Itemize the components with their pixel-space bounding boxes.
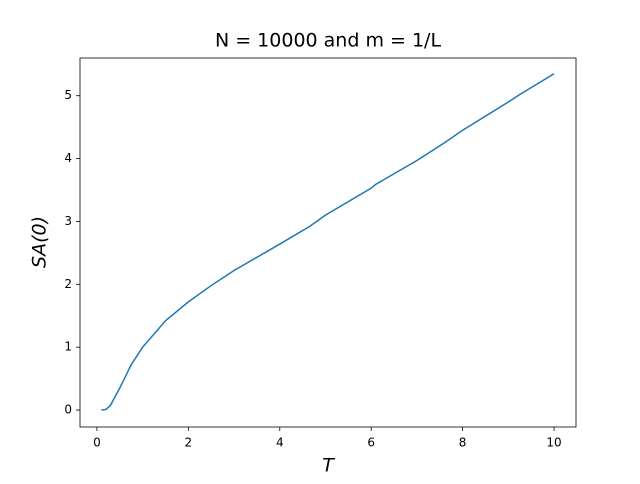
y-tick-label: 0 bbox=[64, 403, 72, 417]
x-tick-label: 2 bbox=[185, 436, 193, 450]
x-axis-label: T bbox=[322, 455, 335, 477]
y-tick-label: 1 bbox=[64, 340, 72, 354]
x-tick-label: 4 bbox=[276, 436, 284, 450]
data-line bbox=[101, 73, 555, 411]
x-tick-label: 8 bbox=[459, 436, 467, 450]
y-tick-label: 4 bbox=[64, 151, 72, 165]
y-axis-label: SA(0) bbox=[29, 216, 51, 268]
y-tick-label: 3 bbox=[64, 214, 72, 228]
x-tick-label: 6 bbox=[367, 436, 375, 450]
y-tick-label: 5 bbox=[64, 88, 72, 102]
x-tick-label: 0 bbox=[93, 436, 101, 450]
plot-frame bbox=[79, 57, 577, 428]
y-tick-label: 2 bbox=[64, 277, 72, 291]
chart-title: N = 10000 and m = 1/L bbox=[215, 30, 441, 52]
x-tick-label: 10 bbox=[546, 436, 561, 450]
